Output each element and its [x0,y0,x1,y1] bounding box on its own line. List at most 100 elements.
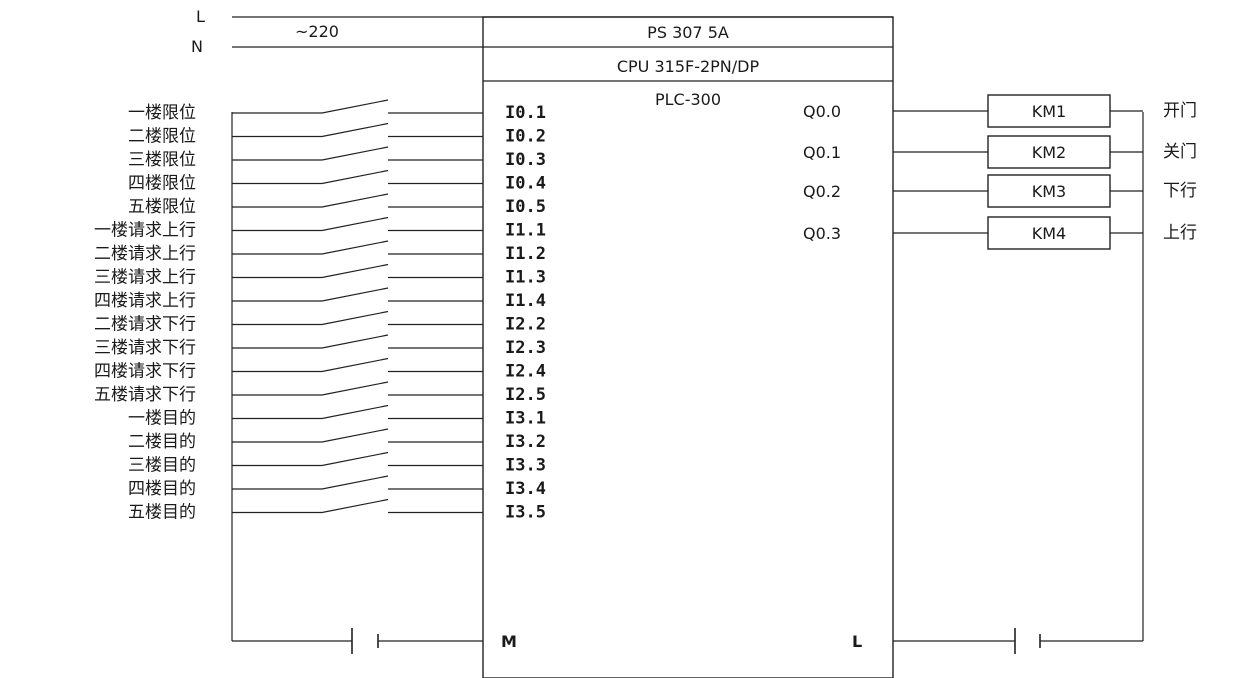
switch-contact [321,169,389,185]
input-address: I0.2 [505,127,546,147]
input-label: 二楼请求下行 [94,315,196,335]
output-row: Q0.3 KM4 上行 [803,216,1197,250]
output-address: Q0.1 [803,143,841,162]
switch-contact [321,310,389,326]
input-row: 五楼限位 I0.5 [128,193,546,217]
input-row: 五楼目的 I3.5 [128,498,546,523]
input-address: I2.4 [505,362,546,382]
input-row: 二楼限位 I0.2 [128,122,546,147]
switch-contact [321,263,389,279]
coil-label: KM1 [1032,102,1066,121]
output-function-label: 上行 [1163,223,1197,243]
output-address: Q0.3 [803,224,841,243]
input-row: 二楼请求上行 I1.2 [94,240,546,264]
input-label: 四楼请求下行 [94,362,196,382]
contactor-coil [987,174,1111,208]
output-function-label: 关门 [1163,142,1197,162]
input-label: 二楼限位 [128,127,196,147]
input-row: 一楼目的 I3.1 [128,404,546,429]
l-common-circuit: L [852,628,1143,654]
input-row: 四楼限位 I0.4 [128,169,546,194]
input-label: 三楼目的 [128,456,196,476]
switch-contact [321,193,389,208]
contactor-coil [987,94,1111,128]
switch-contact [321,287,389,302]
supply-voltage-label: ~220 [295,22,339,41]
power-supply-label: PS 307 5A [647,23,729,42]
input-row: 三楼目的 I3.3 [128,451,546,476]
output-rows: Q0.0 KM1 开门 Q0.1 KM2 关门 Q0.2 KM3 下行 Q0.3 KM4 上行 [803,94,1197,250]
switch-contact [321,381,389,396]
plc-common-m-label: M [501,632,517,651]
input-label: 四楼请求上行 [94,291,196,311]
input-row: 五楼请求下行 I2.5 [94,381,546,405]
coil-label: KM4 [1032,224,1066,243]
input-row: 二楼目的 I3.2 [128,428,546,452]
input-address: I1.3 [505,268,546,288]
output-address: Q0.0 [803,102,841,121]
plc-model-label: PLC-300 [655,90,721,109]
contactor-coil [987,216,1111,250]
switch-contact [321,122,389,138]
switch-contact [321,146,389,161]
input-address: I3.1 [505,409,546,429]
input-address: I3.5 [505,503,546,523]
input-address: I2.3 [505,338,546,358]
input-label: 一楼限位 [128,103,196,123]
input-address: I1.4 [505,291,546,311]
input-address: I2.5 [505,385,546,405]
switch-contact [321,357,389,373]
input-label: 三楼限位 [128,150,196,170]
input-label: 一楼请求上行 [94,221,196,241]
input-row: 三楼请求下行 I2.3 [94,334,546,358]
supply-line-n-label: N [191,37,203,56]
output-row: Q0.2 KM3 下行 [803,174,1197,208]
coil-label: KM2 [1032,143,1066,162]
input-rows: 一楼限位 I0.1 二楼限位 I0.2 三楼限位 I0.3 四楼限位 I0.4 五楼限位 I0.5… [94,99,546,523]
input-label: 一楼目的 [128,409,196,429]
input-label: 四楼目的 [128,479,196,499]
switch-contact [321,451,389,467]
input-row: 四楼请求下行 I2.4 [94,357,546,382]
output-row: Q0.1 KM2 关门 [803,135,1197,169]
switch-contact [321,240,389,255]
input-address: I1.2 [505,244,546,264]
input-address: I0.5 [505,197,546,217]
output-function-label: 下行 [1163,181,1197,201]
input-label: 三楼请求下行 [94,338,196,358]
output-function-label: 开门 [1163,101,1197,121]
input-row: 二楼请求下行 I2.2 [94,310,546,335]
input-label: 二楼请求上行 [94,244,196,264]
input-address: I3.3 [505,456,546,476]
m-common-circuit: M [232,628,517,654]
input-row: 三楼请求上行 I1.3 [94,263,546,288]
input-label: 四楼限位 [128,174,196,194]
cpu-label: CPU 315F-2PN/DP [617,57,760,76]
input-address: I1.1 [505,221,546,241]
plc-common-l-label: L [852,632,862,651]
input-row: 四楼目的 I3.4 [128,475,546,499]
input-row: 一楼请求上行 I1.1 [94,216,546,241]
input-row: 一楼限位 I0.1 [128,99,546,123]
switch-contact [321,404,389,420]
switch-contact [321,475,389,490]
contactor-coil [987,135,1111,169]
input-address: I0.3 [505,150,546,170]
output-address: Q0.2 [803,182,841,201]
input-address: I0.1 [505,103,546,123]
input-row: 四楼请求上行 I1.4 [94,287,546,311]
input-address: I2.2 [505,315,546,335]
input-address: I3.4 [505,479,546,499]
switch-contact [321,334,389,349]
input-address: I0.4 [505,174,546,194]
switch-contact [321,216,389,232]
input-address: I3.2 [505,432,546,452]
switch-contact [321,99,389,114]
input-label: 五楼请求下行 [94,385,196,405]
supply-line-l-label: L [196,7,205,26]
input-row: 三楼限位 I0.3 [128,146,546,170]
input-label: 二楼目的 [128,432,196,452]
switch-contact [321,428,389,443]
input-label: 五楼目的 [128,503,196,523]
